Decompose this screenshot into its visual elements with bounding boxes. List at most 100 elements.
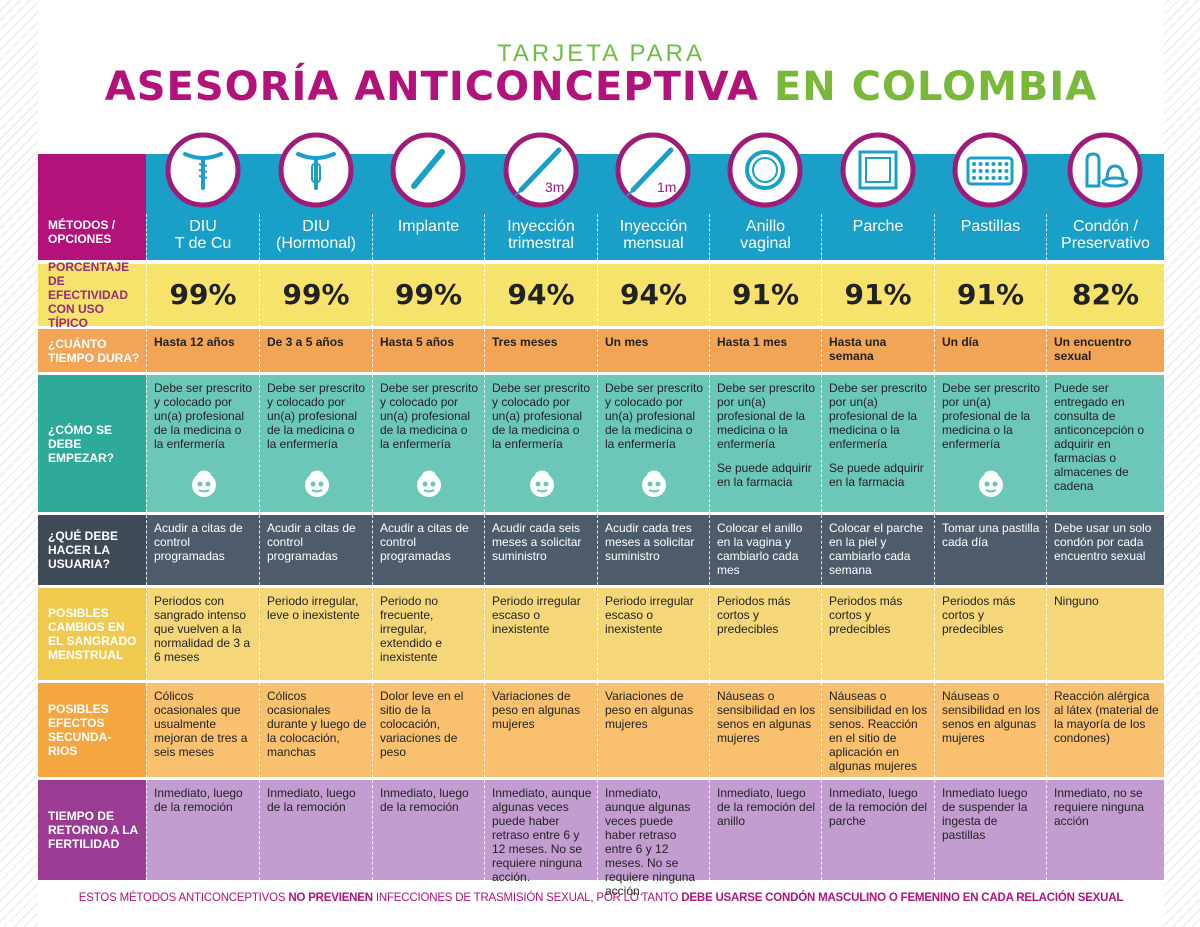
row-label-bleeding: POSIBLES CAMBIOS EN EL SANGRADO MENSTRUA… bbox=[38, 588, 146, 680]
cell-side_effects: Cólicos ocasionales durante y luego de l… bbox=[259, 683, 372, 777]
cell-text: 94% bbox=[619, 278, 688, 311]
cell-text: Periodos con sangrado intenso que vuelve… bbox=[154, 594, 251, 664]
cell-effectiveness: 91% bbox=[709, 264, 821, 326]
cell-text: Tomar una pastilla cada día bbox=[942, 521, 1040, 549]
cell-start: Debe ser prescrito por un(a) profesional… bbox=[934, 375, 1046, 512]
cell-bleeding: Periodo irregular escaso o inexistente bbox=[597, 588, 709, 680]
cell-text: 94% bbox=[507, 278, 575, 311]
methods-label: MÉTODOS / OPCIONES bbox=[38, 154, 146, 260]
cell-user_action: Acudir cada tres meses a solicitar sumin… bbox=[597, 515, 709, 585]
cell-text: Variaciones de peso en algunas mujeres bbox=[605, 689, 694, 731]
iud-hormonal-icon bbox=[276, 130, 356, 210]
cell-text: Acudir a citas de control programadas bbox=[154, 521, 243, 563]
clinic-icon bbox=[190, 469, 218, 502]
method-name: Inyección trimestral bbox=[484, 214, 597, 260]
cell-text: Náuseas o sensibilidad en los senos en a… bbox=[942, 689, 1041, 745]
cell-bleeding: Periodo irregular escaso o inexistente bbox=[484, 588, 597, 680]
cell-bleeding: Periodo irregular, leve o inexistente bbox=[259, 588, 372, 680]
cell-side_effects: Variaciones de peso en algunas mujeres bbox=[484, 683, 597, 777]
cell-text: Debe ser prescrito y colocado por un(a) … bbox=[605, 381, 704, 451]
cell-text: Debe ser prescrito por un(a) profesional… bbox=[829, 381, 928, 451]
syringe-1m-icon: 1m bbox=[613, 130, 693, 210]
row-side_effects: POSIBLES EFECTOS SECUNDA-RIOS Cólicos oca… bbox=[38, 683, 1164, 777]
cell-text: Tres meses bbox=[492, 335, 558, 349]
footer-part4: DEBE USARSE CONDÓN MASCULINO O FEMENINO … bbox=[681, 892, 1124, 904]
cell-duration: Hasta 12 años bbox=[146, 329, 259, 372]
cell-effectiveness: 99% bbox=[372, 264, 484, 326]
row-label-effectiveness: PORCENTAJE DE EFECTIVIDAD CON USO TÍPICO bbox=[38, 260, 146, 330]
cell-user_action: Colocar el parche en la piel y cambiarlo… bbox=[821, 515, 934, 585]
cell-text: Debe ser prescrito y colocado por un(a) … bbox=[267, 381, 366, 451]
cell-text: Periodo irregular escaso o inexistente bbox=[492, 594, 581, 636]
row-bleeding: POSIBLES CAMBIOS EN EL SANGRADO MENSTRUA… bbox=[38, 588, 1164, 680]
cell-text: Variaciones de peso en algunas mujeres bbox=[492, 689, 581, 731]
cell-text: Un encuentro sexual bbox=[1054, 335, 1132, 363]
cell-text: Debe ser prescrito y colocado por un(a) … bbox=[380, 381, 479, 451]
cell-duration: Hasta una semana bbox=[821, 329, 934, 372]
cell-text: Inmediato, aunque algunas veces puede ha… bbox=[492, 786, 592, 884]
cell-text: Periodo irregular escaso o inexistente bbox=[605, 594, 694, 636]
cell-text: Inmediato, no se requiere ninguna acción bbox=[1054, 786, 1145, 828]
cell-text: Inmediato, aunque algunas veces puede ha… bbox=[605, 786, 696, 898]
cell-text: De 3 a 5 años bbox=[267, 335, 344, 349]
cell-text: Debe ser prescrito por un(a) profesional… bbox=[942, 381, 1041, 451]
cell-text: Hasta 5 años bbox=[380, 335, 455, 349]
cell-text: 91% bbox=[956, 278, 1025, 311]
cell-text: Náuseas o sensibilidad en los senos. Rea… bbox=[829, 689, 928, 773]
cell-text: Periodos más cortos y predecibles bbox=[717, 594, 791, 636]
syringe-3m-icon: 3m bbox=[501, 130, 581, 210]
cell-user_action: Colocar el anillo en la vagina y cambiar… bbox=[709, 515, 821, 585]
row-duration: ¿CUÁNTO TIEMPO DURA? Hasta 12 años De 3 a … bbox=[38, 329, 1164, 372]
title-top: TARJETA PARA bbox=[496, 40, 706, 67]
cell-effectiveness: 99% bbox=[259, 264, 372, 326]
ring-icon bbox=[725, 130, 805, 210]
cell-fertility: Inmediato, luego de la remoción del parc… bbox=[821, 780, 934, 880]
cell-text: Debe usar un solo condón por cada encuen… bbox=[1054, 521, 1152, 563]
cell-text: Inmediato, luego de la remoción bbox=[380, 786, 469, 814]
cell-user_action: Acudir a citas de control programadas bbox=[259, 515, 372, 585]
cell-start: Debe ser prescrito por un(a) profesional… bbox=[821, 375, 934, 512]
cell-text: Debe ser prescrito y colocado por un(a) … bbox=[154, 381, 253, 451]
clinic-icon bbox=[640, 469, 668, 502]
cell-fertility: Inmediato, no se requiere ninguna acción bbox=[1046, 780, 1164, 880]
cell-text: Reacción alérgica al látex (material de … bbox=[1054, 689, 1159, 745]
cell-effectiveness: 94% bbox=[597, 264, 709, 326]
cell-start: Debe ser prescrito y colocado por un(a) … bbox=[372, 375, 484, 512]
cell-text: Acudir a citas de control programadas bbox=[267, 521, 356, 563]
row-fertility: TIEMPO DE RETORNO A LA FERTILIDAD Inmedia… bbox=[38, 780, 1164, 898]
pills-icon bbox=[950, 130, 1030, 210]
row-start: ¿CÓMO SE DEBE EMPEZAR? Debe ser prescrito… bbox=[38, 375, 1164, 512]
cell-text: Debe ser prescrito por un(a) profesional… bbox=[717, 381, 816, 451]
cell-text: Hasta una semana bbox=[829, 335, 887, 363]
clinic-icon bbox=[977, 469, 1005, 502]
cell-bleeding: Periodos con sangrado intenso que vuelve… bbox=[146, 588, 259, 680]
cell-fertility: Inmediato, luego de la remoción bbox=[146, 780, 259, 880]
cell-start: Debe ser prescrito y colocado por un(a) … bbox=[484, 375, 597, 512]
cell-effectiveness: 91% bbox=[934, 264, 1046, 326]
title-main: ASESORÍA ANTICONCEPTIVA EN COLOMBIA bbox=[38, 64, 1164, 110]
method-name: Implante bbox=[372, 214, 484, 260]
cell-text: Periodo no frecuente, irregular, extendi… bbox=[380, 594, 443, 664]
cell-duration: Un encuentro sexual bbox=[1046, 329, 1164, 372]
cell-start: Debe ser prescrito por un(a) profesional… bbox=[709, 375, 821, 512]
footer-part3: INFECCIONES DE TRASMISIÓN SEXUAL, POR LO… bbox=[372, 892, 682, 904]
row-label-start: ¿CÓMO SE DEBE EMPEZAR? bbox=[38, 375, 146, 512]
cell-text: Inmediato, luego de la remoción bbox=[154, 786, 243, 814]
row-effectiveness: PORCENTAJE DE EFECTIVIDAD CON USO TÍPICO… bbox=[38, 260, 1164, 330]
footer-part2: NO PREVIENEN bbox=[288, 892, 373, 904]
cell-text: Inmediato, luego de la remoción del anil… bbox=[717, 786, 816, 828]
method-name: Parche bbox=[821, 214, 934, 260]
patch-icon bbox=[838, 130, 918, 210]
cell-side_effects: Náuseas o sensibilidad en los senos en a… bbox=[709, 683, 821, 777]
cell-text: Periodos más cortos y predecibles bbox=[829, 594, 903, 636]
cell-start: Debe ser prescrito y colocado por un(a) … bbox=[597, 375, 709, 512]
cell-fertility: Inmediato, luego de la remoción bbox=[372, 780, 484, 880]
clinic-icon bbox=[528, 469, 556, 502]
cell-duration: Un mes bbox=[597, 329, 709, 372]
row-label-side_effects: POSIBLES EFECTOS SECUNDA-RIOS bbox=[38, 683, 146, 777]
cell-text: Hasta 12 años bbox=[154, 335, 235, 349]
row-label-user_action: ¿QUÉ DEBE HACER LA USUARIA? bbox=[38, 515, 146, 585]
cell-extra-text: Se puede adquirir en la farmacia bbox=[717, 461, 812, 489]
cell-user_action: Acudir a citas de control programadas bbox=[372, 515, 484, 585]
cell-side_effects: Dolor leve en el sitio de la colocación,… bbox=[372, 683, 484, 777]
